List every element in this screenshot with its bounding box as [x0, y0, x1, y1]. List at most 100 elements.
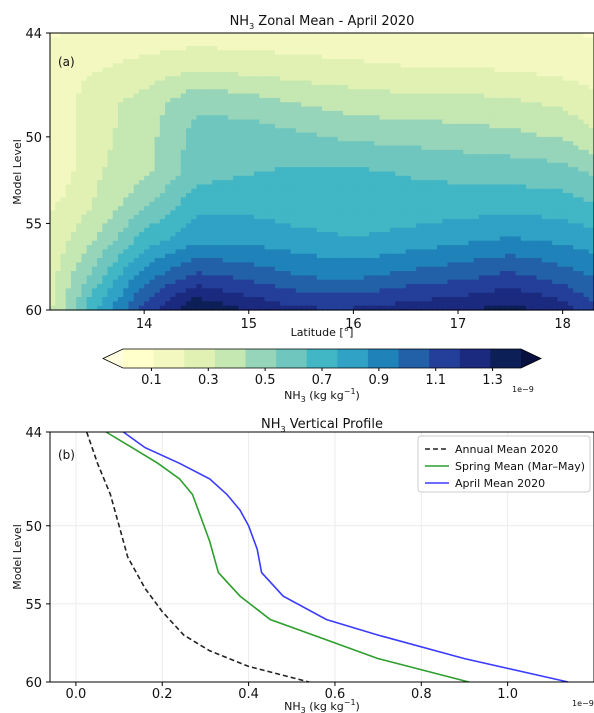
heatmap-cell — [175, 41, 182, 47]
heatmap-cell — [588, 106, 594, 112]
heatmap-cell — [546, 97, 553, 103]
heatmap-cell — [233, 175, 239, 181]
heatmap-cell — [154, 106, 161, 112]
heatmap-cell — [358, 223, 365, 229]
heatmap-cell — [442, 227, 449, 233]
heatmap-cell — [400, 84, 407, 90]
heatmap-cell — [123, 219, 130, 225]
heatmap-cell — [128, 110, 135, 116]
heatmap-cell — [332, 71, 339, 77]
heatmap-cell — [254, 102, 260, 108]
heatmap-cell — [254, 149, 260, 155]
heatmap-cell — [494, 158, 501, 164]
heatmap-cell — [233, 227, 239, 233]
heatmap-cell — [233, 206, 239, 212]
heatmap-cell — [180, 188, 187, 194]
heatmap-cell — [478, 184, 485, 190]
heatmap-cell — [363, 223, 370, 229]
heatmap-cell — [416, 106, 422, 112]
heatmap-cell — [583, 132, 590, 138]
heatmap-cell — [60, 184, 67, 190]
heatmap-cell — [102, 33, 109, 38]
heatmap-cell — [248, 97, 255, 103]
heatmap-cell — [212, 206, 218, 212]
heatmap-cell — [531, 54, 538, 60]
heatmap-cell — [583, 149, 590, 155]
heatmap-cell — [421, 76, 428, 82]
heatmap-cell — [416, 232, 422, 238]
heatmap-cell — [390, 58, 396, 64]
heatmap-cell — [473, 102, 480, 108]
heatmap-cell — [363, 232, 370, 238]
heatmap-cell — [165, 206, 171, 212]
heatmap-cell — [170, 93, 177, 99]
heatmap-cell — [201, 162, 208, 168]
heatmap-cell — [573, 71, 579, 77]
heatmap-cell — [206, 41, 213, 47]
heatmap-cell — [395, 206, 402, 212]
heatmap-cell — [374, 223, 381, 229]
heatmap-cell — [191, 197, 198, 203]
heatmap-cell — [499, 158, 506, 164]
heatmap-cell — [306, 76, 313, 82]
heatmap-cell — [588, 50, 594, 56]
heatmap-cell — [233, 123, 239, 129]
heatmap-cell — [269, 136, 276, 142]
heatmap-cell — [499, 33, 506, 38]
heatmap-cell — [531, 210, 538, 216]
heatmap-cell — [562, 76, 569, 82]
heatmap-cell — [499, 193, 506, 199]
heatmap-cell — [306, 106, 313, 112]
heatmap-cell — [238, 67, 245, 73]
heatmap-cell — [301, 175, 307, 181]
heatmap-cell — [468, 141, 475, 147]
heatmap-cell — [390, 76, 396, 82]
heatmap-cell — [50, 110, 56, 116]
heatmap-cell — [520, 141, 527, 147]
heatmap-cell — [567, 210, 574, 216]
heatmap-cell — [531, 76, 538, 82]
heatmap-cell — [447, 158, 454, 164]
heatmap-cell — [395, 128, 402, 134]
heatmap-cell — [238, 175, 245, 181]
heatmap-cell — [494, 171, 501, 177]
heatmap-cell — [390, 71, 396, 77]
heatmap-cell — [175, 37, 182, 43]
heatmap-cell — [369, 110, 375, 116]
heatmap-cell — [494, 210, 501, 216]
heatmap-cell — [311, 45, 318, 51]
heatmap-cell — [531, 236, 538, 242]
heatmap-cell — [149, 145, 156, 151]
heatmap-cell — [426, 123, 433, 129]
heatmap-cell — [65, 210, 72, 216]
heatmap-cell — [395, 80, 402, 86]
heatmap-cell — [505, 110, 511, 116]
heatmap-cell — [578, 193, 585, 199]
heatmap-cell — [499, 136, 506, 142]
heatmap-cell — [128, 33, 135, 38]
heatmap-cell — [295, 154, 302, 160]
heatmap-cell — [458, 50, 464, 56]
heatmap-cell — [280, 236, 286, 242]
heatmap-cell — [254, 227, 260, 233]
heatmap-cell — [552, 158, 558, 164]
heatmap-cell — [431, 154, 438, 160]
heatmap-cell — [583, 50, 590, 56]
heatmap-cell — [421, 188, 428, 194]
heatmap-cell — [395, 132, 402, 138]
heatmap-cell — [316, 119, 323, 125]
heatmap-cell — [395, 50, 402, 56]
heatmap-cell — [91, 115, 98, 121]
heatmap-cell — [515, 162, 522, 168]
heatmap-cell — [526, 171, 532, 177]
heatmap-cell — [369, 223, 375, 229]
heatmap-cell — [562, 50, 569, 56]
heatmap-cell — [499, 167, 506, 173]
heatmap-cell — [520, 63, 527, 69]
heatmap-cell — [191, 102, 198, 108]
heatmap-cell — [536, 162, 543, 168]
heatmap-cell — [180, 193, 187, 199]
heatmap-cell — [222, 115, 229, 121]
heatmap-cell — [583, 33, 590, 38]
heatmap-cell — [531, 50, 538, 56]
